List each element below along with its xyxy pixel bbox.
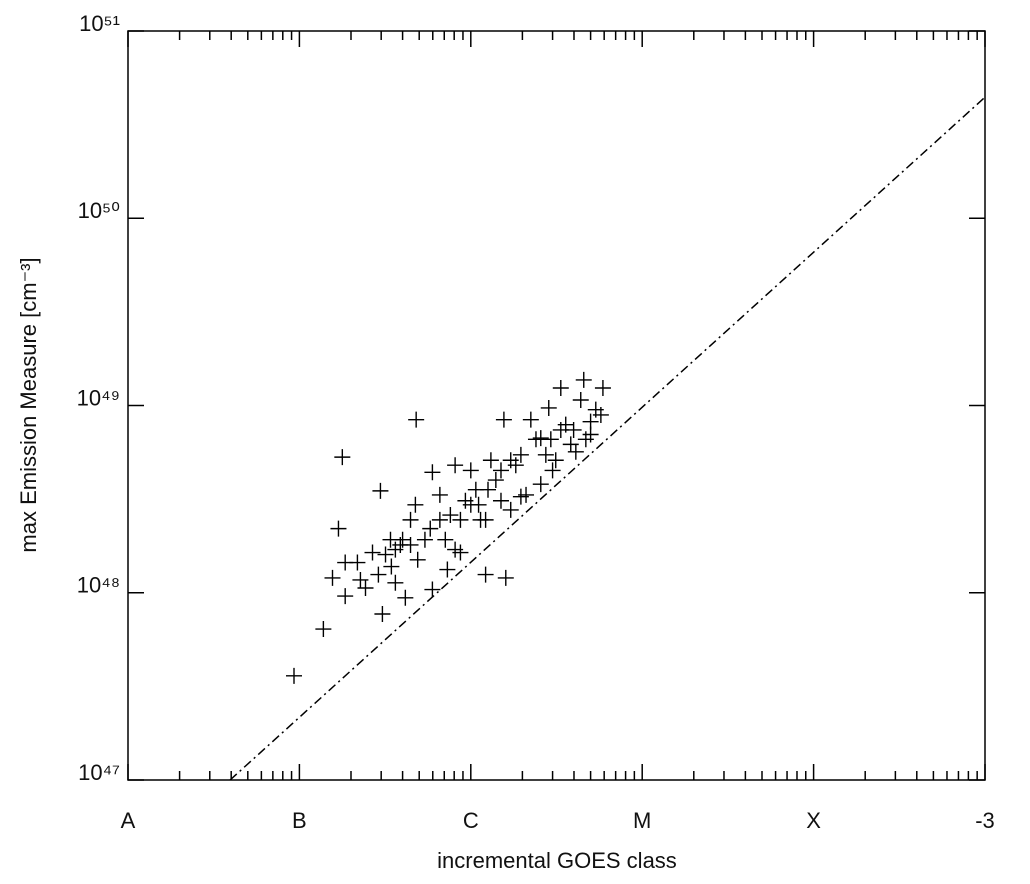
y-tick-label: 10⁴⁷ <box>78 760 120 785</box>
data-point <box>372 482 389 499</box>
data-point <box>424 581 441 598</box>
data-point <box>402 536 419 553</box>
data-point <box>382 531 399 548</box>
data-point <box>452 511 469 528</box>
data-point <box>567 443 584 460</box>
data-point <box>337 588 354 605</box>
data-point <box>518 486 535 503</box>
data-point <box>447 541 464 558</box>
data-point <box>407 496 424 513</box>
data-point <box>324 569 341 586</box>
data-point <box>512 446 529 463</box>
data-point <box>594 380 611 397</box>
data-point <box>334 449 351 466</box>
data-point <box>547 452 564 469</box>
data-point <box>477 511 494 528</box>
data-point <box>315 621 332 638</box>
data-point <box>544 462 561 479</box>
data-point <box>502 501 519 518</box>
data-point <box>447 457 464 474</box>
data-point <box>532 476 549 493</box>
data-point <box>462 496 479 513</box>
y-tick-label: 10⁴⁸ <box>77 573 120 598</box>
data-point <box>349 554 366 571</box>
data-point <box>552 380 569 397</box>
data-point <box>416 531 433 548</box>
data-point <box>542 431 559 448</box>
data-point <box>462 462 479 479</box>
data-point <box>577 431 594 448</box>
x-tick-label: C <box>463 808 479 833</box>
data-point <box>397 589 414 606</box>
data-point <box>497 569 514 586</box>
data-point <box>582 426 599 443</box>
x-tick-label: -3 <box>975 808 995 833</box>
y-tick-label: 10⁵⁰ <box>78 198 121 223</box>
x-tick-label: M <box>633 808 651 833</box>
data-point <box>377 546 394 563</box>
data-point <box>495 411 512 428</box>
data-point <box>540 399 557 416</box>
data-point <box>522 411 539 428</box>
x-axis-label: incremental GOES class <box>437 848 677 873</box>
data-point <box>431 486 448 503</box>
data-point <box>409 551 426 568</box>
data-point <box>330 520 347 537</box>
y-tick-label: 10⁴⁹ <box>77 385 120 410</box>
data-point <box>480 481 497 498</box>
data-point <box>424 464 441 481</box>
data-point <box>374 606 391 623</box>
data-point <box>487 472 504 489</box>
data-point <box>482 452 499 469</box>
data-point <box>370 566 387 583</box>
x-tick-label: A <box>121 808 136 833</box>
data-point <box>364 544 381 561</box>
data-point <box>442 507 459 524</box>
data-point <box>408 411 425 428</box>
plot-frame <box>127 30 986 781</box>
data-point <box>575 371 592 388</box>
x-tick-label: X <box>806 808 821 833</box>
data-point <box>565 421 582 438</box>
data-point <box>285 667 302 684</box>
data-point <box>437 531 454 548</box>
data-point <box>492 462 509 479</box>
data-point <box>387 541 404 558</box>
x-tick-label: B <box>292 808 307 833</box>
data-point <box>383 558 400 575</box>
data-point <box>431 511 448 528</box>
y-tick-label: 10⁵¹ <box>79 11 120 36</box>
data-point <box>439 561 456 578</box>
data-point <box>492 492 509 509</box>
fit-line <box>229 96 985 780</box>
data-point <box>572 391 589 408</box>
data-point <box>352 571 369 588</box>
data-point <box>402 511 419 528</box>
data-point <box>357 580 374 597</box>
y-axis-label: max Emission Measure [cm⁻³] <box>16 257 41 552</box>
data-point <box>537 446 554 463</box>
data-point <box>507 457 524 474</box>
data-point <box>527 431 544 448</box>
data-point <box>592 406 609 423</box>
data-point <box>477 566 494 583</box>
data-point <box>422 520 439 537</box>
data-point <box>387 574 404 591</box>
data-point <box>532 430 549 447</box>
